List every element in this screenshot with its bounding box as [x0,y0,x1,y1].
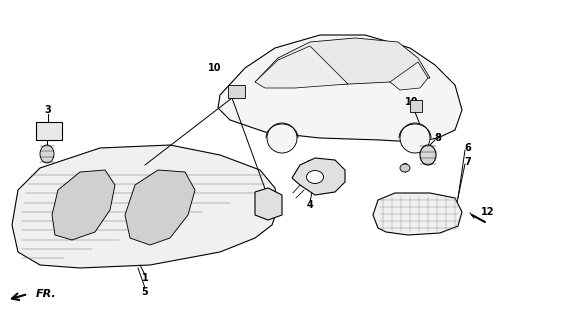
Text: 3: 3 [45,105,52,115]
Polygon shape [255,38,430,84]
Text: 5: 5 [141,287,148,297]
Polygon shape [410,100,422,112]
Circle shape [267,123,297,153]
Polygon shape [373,193,462,235]
Circle shape [400,123,430,153]
Text: 7: 7 [465,157,471,167]
Ellipse shape [306,171,324,183]
Polygon shape [255,46,348,88]
Polygon shape [125,170,195,245]
Text: 1: 1 [141,273,148,283]
Polygon shape [292,158,345,195]
Text: 6: 6 [465,143,471,153]
Polygon shape [228,85,245,98]
Polygon shape [218,35,462,142]
Text: 10: 10 [405,97,419,107]
Text: 12: 12 [481,207,495,217]
Polygon shape [255,188,282,220]
Text: FR.: FR. [36,289,57,299]
Text: 11: 11 [42,127,55,137]
Polygon shape [12,145,278,268]
Text: 8: 8 [435,133,442,143]
Ellipse shape [400,164,410,172]
Text: 2: 2 [307,160,314,170]
Text: 9: 9 [402,163,408,173]
Polygon shape [52,170,115,240]
Polygon shape [36,122,62,140]
Text: 10: 10 [208,63,222,73]
Text: 4: 4 [307,200,314,210]
Polygon shape [390,62,428,90]
Ellipse shape [40,145,54,163]
Ellipse shape [420,145,436,165]
